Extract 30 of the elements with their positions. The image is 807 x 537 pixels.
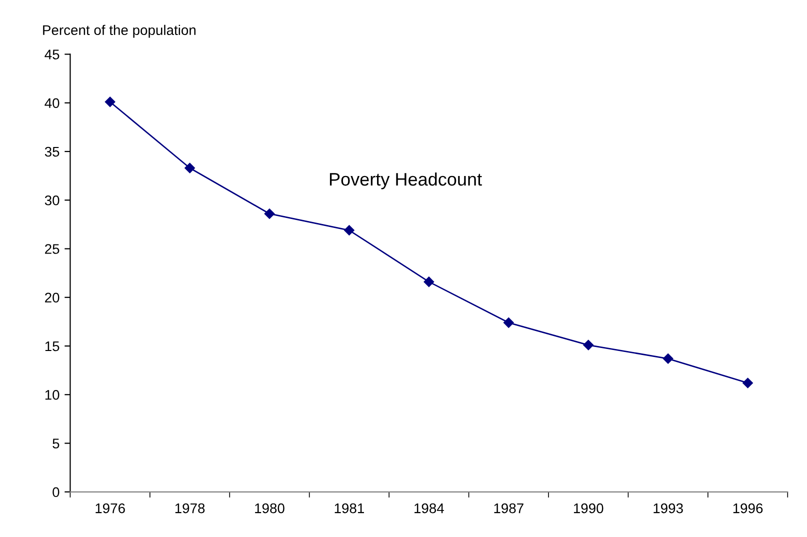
x-tick-label: 1984	[414, 503, 444, 514]
point	[504, 318, 514, 328]
text: Poverty Headcount	[330, 172, 482, 190]
y-tick-label: 25	[45, 244, 60, 254]
x-tick-label: 1990	[574, 503, 604, 514]
y-tick-label: 10	[45, 390, 60, 400]
point	[424, 276, 434, 287]
point	[264, 208, 275, 219]
y-tick-label: 15	[45, 341, 60, 352]
point	[344, 225, 354, 236]
y-tick-label: 45	[44, 50, 60, 60]
y-tick-label: 35	[44, 146, 60, 157]
y-tick-label: 40	[44, 98, 60, 108]
y-tick-label: 30	[44, 195, 60, 206]
y-tick-label: 5	[52, 438, 60, 448]
x-tick-label: 1978	[175, 503, 205, 514]
x-tick-label: 1993	[654, 503, 683, 514]
point	[662, 354, 674, 364]
x-tick-label: 1981	[334, 503, 364, 514]
point	[184, 162, 195, 174]
x-tick-label: 1987	[494, 503, 524, 514]
point	[104, 96, 116, 108]
x-tick-label: 1976	[96, 503, 125, 514]
y-axis-title: Percent of the population	[43, 24, 196, 38]
x-tick-label: 1980	[255, 503, 284, 514]
point	[583, 340, 594, 350]
point	[742, 378, 753, 388]
y-tick-label: 20	[45, 292, 60, 303]
x-tick-label: 1996	[733, 503, 763, 514]
y-tick-label: 0	[52, 487, 60, 498]
